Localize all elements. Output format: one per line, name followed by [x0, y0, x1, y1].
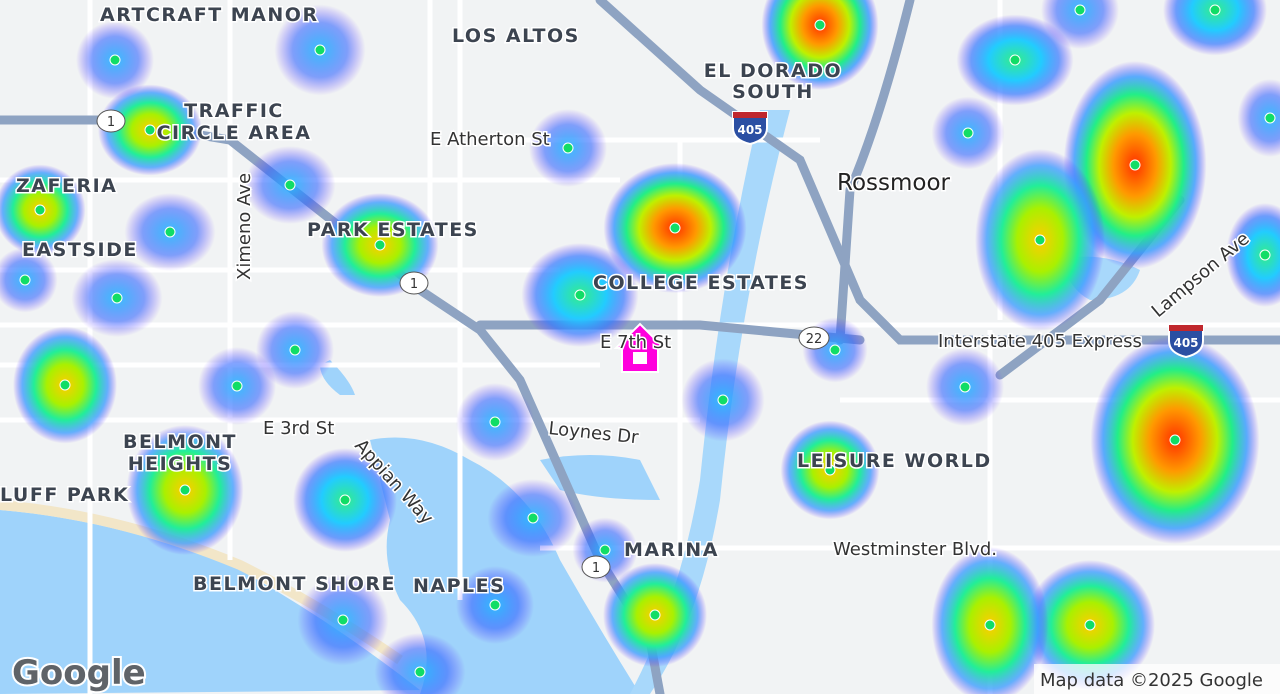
street-label: Loynes Dr — [547, 418, 640, 448]
heat-point — [339, 494, 351, 506]
heat-point — [1009, 54, 1021, 66]
heat-point — [562, 142, 574, 154]
heat-point — [414, 666, 426, 678]
heat-point — [1074, 4, 1086, 16]
city-label: Rossmoor — [837, 170, 951, 196]
heat-point — [1209, 4, 1221, 16]
home-marker[interactable] — [613, 322, 667, 373]
route-shield: 1 — [581, 555, 611, 579]
street-label: E Atherton St — [430, 129, 550, 150]
place-label: COLLEGE ESTATES — [593, 272, 809, 294]
heat-blob — [1237, 79, 1280, 157]
shield-label: 1 — [592, 561, 600, 576]
street-label: E 7th St — [600, 332, 671, 353]
heat-point — [34, 204, 46, 216]
heat-point — [1169, 434, 1181, 446]
place-label: LOS ALTOS — [452, 25, 580, 47]
heat-point — [111, 292, 123, 304]
place-label: BELMONT — [123, 431, 237, 453]
google-logo: Google — [12, 653, 146, 693]
heat-point — [669, 222, 681, 234]
heat-point — [1264, 112, 1276, 124]
route-shield: 22 — [798, 326, 830, 350]
heat-point — [489, 416, 501, 428]
heat-point — [1084, 619, 1096, 631]
heat-point — [164, 226, 176, 238]
place-label: BELMONT SHORE — [193, 573, 396, 595]
heat-point — [599, 544, 611, 556]
street-label: Interstate 405 Express — [938, 331, 1142, 352]
heat-point — [1034, 234, 1046, 246]
heat-point — [59, 379, 71, 391]
heat-point — [289, 344, 301, 356]
shield-label: 1 — [107, 115, 115, 130]
heat-point — [962, 127, 974, 139]
bay — [370, 437, 640, 694]
heat-blob — [1163, 0, 1267, 56]
heat-point — [374, 239, 386, 251]
place-label: PARK ESTATES — [307, 219, 479, 241]
heat-point — [144, 124, 156, 136]
shield-label: 405 — [737, 123, 762, 137]
street-label: Westminster Blvd. — [833, 539, 997, 560]
street-label: Ximeno Ave — [234, 173, 255, 280]
heat-point — [959, 381, 971, 393]
place-label: CIRCLE AREA — [157, 122, 312, 144]
heat-point — [109, 54, 121, 66]
place-label: TRAFFIC — [184, 100, 284, 122]
interstate-shield: 405 — [732, 111, 768, 146]
heat-point — [984, 619, 996, 631]
shield-label: 1 — [410, 277, 418, 292]
place-label: MARINA — [624, 539, 719, 561]
place-label: LEISURE WORLD — [797, 450, 992, 472]
place-label: SOUTH — [732, 81, 814, 103]
place-label: HEIGHTS — [128, 453, 233, 475]
heat-point — [489, 599, 501, 611]
heat-point — [337, 614, 349, 626]
heat-point — [284, 179, 296, 191]
attribution: Map data ©2025 Google — [1040, 670, 1263, 691]
heatmap-points — [19, 4, 1276, 678]
heat-blob — [761, 0, 879, 90]
heat-blob — [374, 633, 466, 694]
heat-point — [314, 44, 326, 56]
place-label: EASTSIDE — [22, 239, 138, 261]
heat-point — [829, 344, 841, 356]
heat-point — [1129, 159, 1141, 171]
heat-blob — [1226, 203, 1280, 307]
shield-label: 405 — [1173, 336, 1198, 350]
heat-point — [824, 464, 836, 476]
heat-point — [179, 484, 191, 496]
route-shield: 1 — [399, 271, 429, 295]
heat-point — [527, 512, 539, 524]
interstate-shield: 405 — [1168, 324, 1204, 359]
place-label: ZAFERIA — [16, 175, 117, 197]
heat-point — [649, 609, 661, 621]
place-label: EL DORADO — [704, 60, 842, 82]
street-label: E 3rd St — [263, 418, 334, 439]
heat-point — [19, 274, 31, 286]
heat-point — [231, 380, 243, 392]
heat-point — [814, 19, 826, 31]
shield-label: 22 — [806, 332, 823, 347]
attribution-bg — [1034, 664, 1280, 694]
place-label: NAPLES — [413, 575, 505, 597]
place-label: ARTCRAFT MANOR — [100, 4, 319, 26]
place-label: LUFF PARK — [0, 484, 129, 506]
heat-blob — [1041, 0, 1119, 49]
heat-point — [717, 394, 729, 406]
route-shield: 1 — [96, 109, 126, 133]
heat-point — [574, 289, 586, 301]
heat-point — [1259, 249, 1271, 261]
